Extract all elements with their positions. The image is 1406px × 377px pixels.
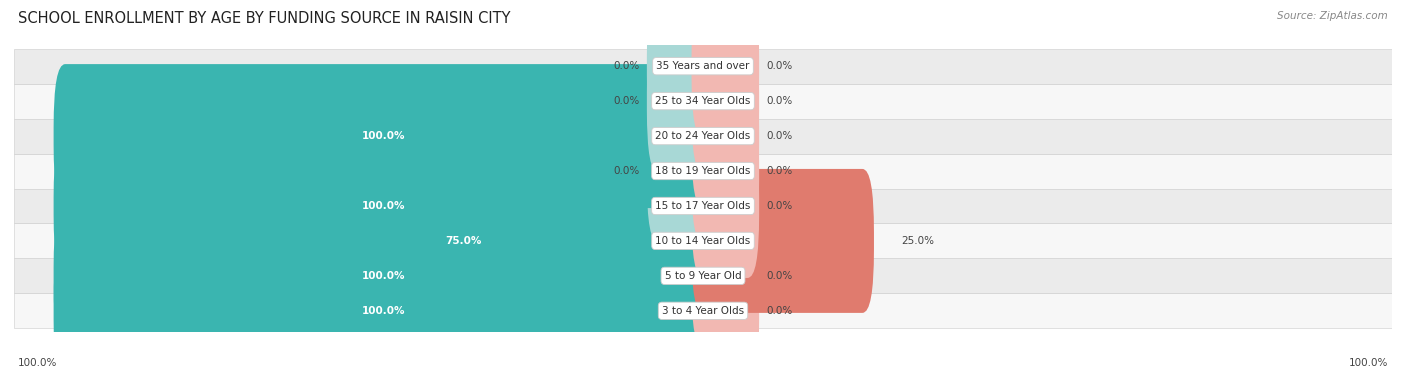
Bar: [14, 84, 1392, 119]
FancyBboxPatch shape: [647, 0, 714, 138]
Text: 35 Years and over: 35 Years and over: [657, 61, 749, 71]
Text: 0.0%: 0.0%: [613, 61, 640, 71]
Text: 100.0%: 100.0%: [18, 358, 58, 368]
FancyBboxPatch shape: [53, 204, 714, 348]
FancyBboxPatch shape: [647, 99, 714, 243]
Text: 0.0%: 0.0%: [766, 61, 793, 71]
Text: 15 to 17 Year Olds: 15 to 17 Year Olds: [655, 201, 751, 211]
Text: 75.0%: 75.0%: [446, 236, 482, 246]
Text: 25 to 34 Year Olds: 25 to 34 Year Olds: [655, 96, 751, 106]
Text: 100.0%: 100.0%: [1348, 358, 1388, 368]
Text: 20 to 24 Year Olds: 20 to 24 Year Olds: [655, 131, 751, 141]
FancyBboxPatch shape: [53, 64, 714, 208]
FancyBboxPatch shape: [692, 29, 759, 173]
Text: 0.0%: 0.0%: [766, 131, 793, 141]
Bar: [14, 224, 1392, 258]
Text: 18 to 19 Year Olds: 18 to 19 Year Olds: [655, 166, 751, 176]
FancyBboxPatch shape: [692, 0, 759, 138]
Text: 100.0%: 100.0%: [363, 271, 406, 281]
Text: Source: ZipAtlas.com: Source: ZipAtlas.com: [1277, 11, 1388, 21]
FancyBboxPatch shape: [53, 239, 714, 377]
Text: 100.0%: 100.0%: [363, 201, 406, 211]
Text: 100.0%: 100.0%: [363, 306, 406, 316]
Text: 0.0%: 0.0%: [766, 166, 793, 176]
Text: 0.0%: 0.0%: [766, 96, 793, 106]
FancyBboxPatch shape: [692, 64, 759, 208]
FancyBboxPatch shape: [647, 29, 714, 173]
Text: 10 to 14 Year Olds: 10 to 14 Year Olds: [655, 236, 751, 246]
FancyBboxPatch shape: [214, 169, 714, 313]
Text: 0.0%: 0.0%: [613, 166, 640, 176]
Text: 3 to 4 Year Olds: 3 to 4 Year Olds: [662, 306, 744, 316]
FancyBboxPatch shape: [692, 239, 759, 377]
Text: 0.0%: 0.0%: [766, 306, 793, 316]
Text: 0.0%: 0.0%: [766, 201, 793, 211]
Text: 0.0%: 0.0%: [766, 271, 793, 281]
FancyBboxPatch shape: [692, 169, 875, 313]
FancyBboxPatch shape: [692, 99, 759, 243]
Bar: [14, 119, 1392, 153]
FancyBboxPatch shape: [692, 204, 759, 348]
Bar: [14, 153, 1392, 188]
Bar: [14, 49, 1392, 84]
FancyBboxPatch shape: [53, 134, 714, 278]
Text: 25.0%: 25.0%: [901, 236, 934, 246]
Text: 0.0%: 0.0%: [613, 96, 640, 106]
Text: 5 to 9 Year Old: 5 to 9 Year Old: [665, 271, 741, 281]
Text: 100.0%: 100.0%: [363, 131, 406, 141]
Bar: [14, 293, 1392, 328]
Bar: [14, 188, 1392, 224]
FancyBboxPatch shape: [692, 134, 759, 278]
Bar: [14, 258, 1392, 293]
Text: SCHOOL ENROLLMENT BY AGE BY FUNDING SOURCE IN RAISIN CITY: SCHOOL ENROLLMENT BY AGE BY FUNDING SOUR…: [18, 11, 510, 26]
